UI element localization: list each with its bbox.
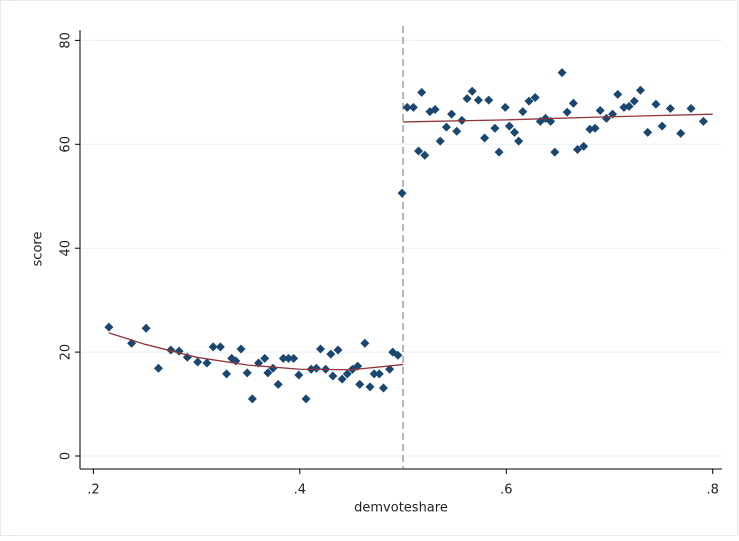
point xyxy=(484,95,494,105)
point xyxy=(342,369,352,379)
point xyxy=(467,86,477,96)
point xyxy=(490,123,500,133)
point xyxy=(369,369,379,379)
point xyxy=(518,107,528,117)
point xyxy=(613,89,623,99)
y-tick-label: 60 xyxy=(59,136,74,153)
point xyxy=(166,345,176,355)
point xyxy=(273,379,283,389)
point xyxy=(665,103,675,113)
point xyxy=(193,357,203,367)
point xyxy=(579,141,589,151)
point xyxy=(698,116,708,126)
point xyxy=(289,353,299,363)
point xyxy=(141,323,151,333)
point xyxy=(601,113,611,123)
point xyxy=(360,338,370,348)
point xyxy=(333,345,343,355)
point xyxy=(222,369,232,379)
point xyxy=(447,109,457,119)
point xyxy=(629,96,639,106)
point xyxy=(590,123,600,133)
point xyxy=(530,93,540,103)
x-tick-label: .8 xyxy=(707,483,719,498)
point xyxy=(635,85,645,95)
point xyxy=(494,147,504,157)
y-axis-label: score xyxy=(31,232,46,267)
point xyxy=(500,102,510,112)
point xyxy=(393,350,403,360)
point xyxy=(643,127,653,137)
point xyxy=(153,363,163,373)
y-tick-label: 80 xyxy=(59,32,74,49)
point xyxy=(294,370,304,380)
point xyxy=(397,188,407,198)
point xyxy=(417,87,427,97)
y-tick-label: 0 xyxy=(59,452,74,460)
point xyxy=(473,95,483,105)
point xyxy=(301,394,311,404)
point xyxy=(686,103,696,113)
point xyxy=(676,128,686,138)
x-tick-label: .2 xyxy=(87,483,99,498)
point xyxy=(430,104,440,114)
point xyxy=(385,364,395,374)
point xyxy=(624,101,634,111)
point xyxy=(355,379,365,389)
point xyxy=(568,98,578,108)
point xyxy=(365,382,375,392)
fit-line xyxy=(108,332,404,371)
point xyxy=(278,353,288,363)
point xyxy=(420,150,430,160)
point xyxy=(435,136,445,146)
fit-line xyxy=(403,113,713,123)
y-tick-label: 20 xyxy=(59,344,74,361)
point xyxy=(260,353,270,363)
point xyxy=(441,122,451,132)
point xyxy=(337,374,347,384)
point xyxy=(524,96,534,106)
point xyxy=(514,136,524,146)
point xyxy=(408,102,418,112)
point xyxy=(452,126,462,136)
x-tick-label: .6 xyxy=(500,483,512,498)
point xyxy=(247,394,257,404)
point xyxy=(215,342,225,352)
point xyxy=(326,349,336,359)
point xyxy=(402,102,412,112)
point xyxy=(315,344,325,354)
point xyxy=(242,368,252,378)
point xyxy=(462,94,472,104)
point xyxy=(504,121,514,131)
point xyxy=(283,353,293,363)
point xyxy=(374,369,384,379)
point xyxy=(236,344,246,354)
point xyxy=(480,133,490,143)
x-axis-label: demvoteshare xyxy=(354,501,448,516)
point xyxy=(328,371,338,381)
point xyxy=(557,68,567,78)
y-tick-label: 40 xyxy=(59,240,74,257)
point xyxy=(550,147,560,157)
point xyxy=(562,107,572,117)
point xyxy=(208,342,218,352)
point xyxy=(378,383,388,393)
point xyxy=(202,358,212,368)
point xyxy=(510,127,520,137)
point xyxy=(311,363,321,373)
point xyxy=(572,144,582,154)
point xyxy=(263,368,273,378)
point xyxy=(104,322,114,332)
point xyxy=(595,106,605,116)
point xyxy=(414,146,424,156)
point xyxy=(268,363,278,373)
point xyxy=(657,121,667,131)
x-tick-label: .4 xyxy=(294,483,306,498)
point xyxy=(651,99,661,109)
